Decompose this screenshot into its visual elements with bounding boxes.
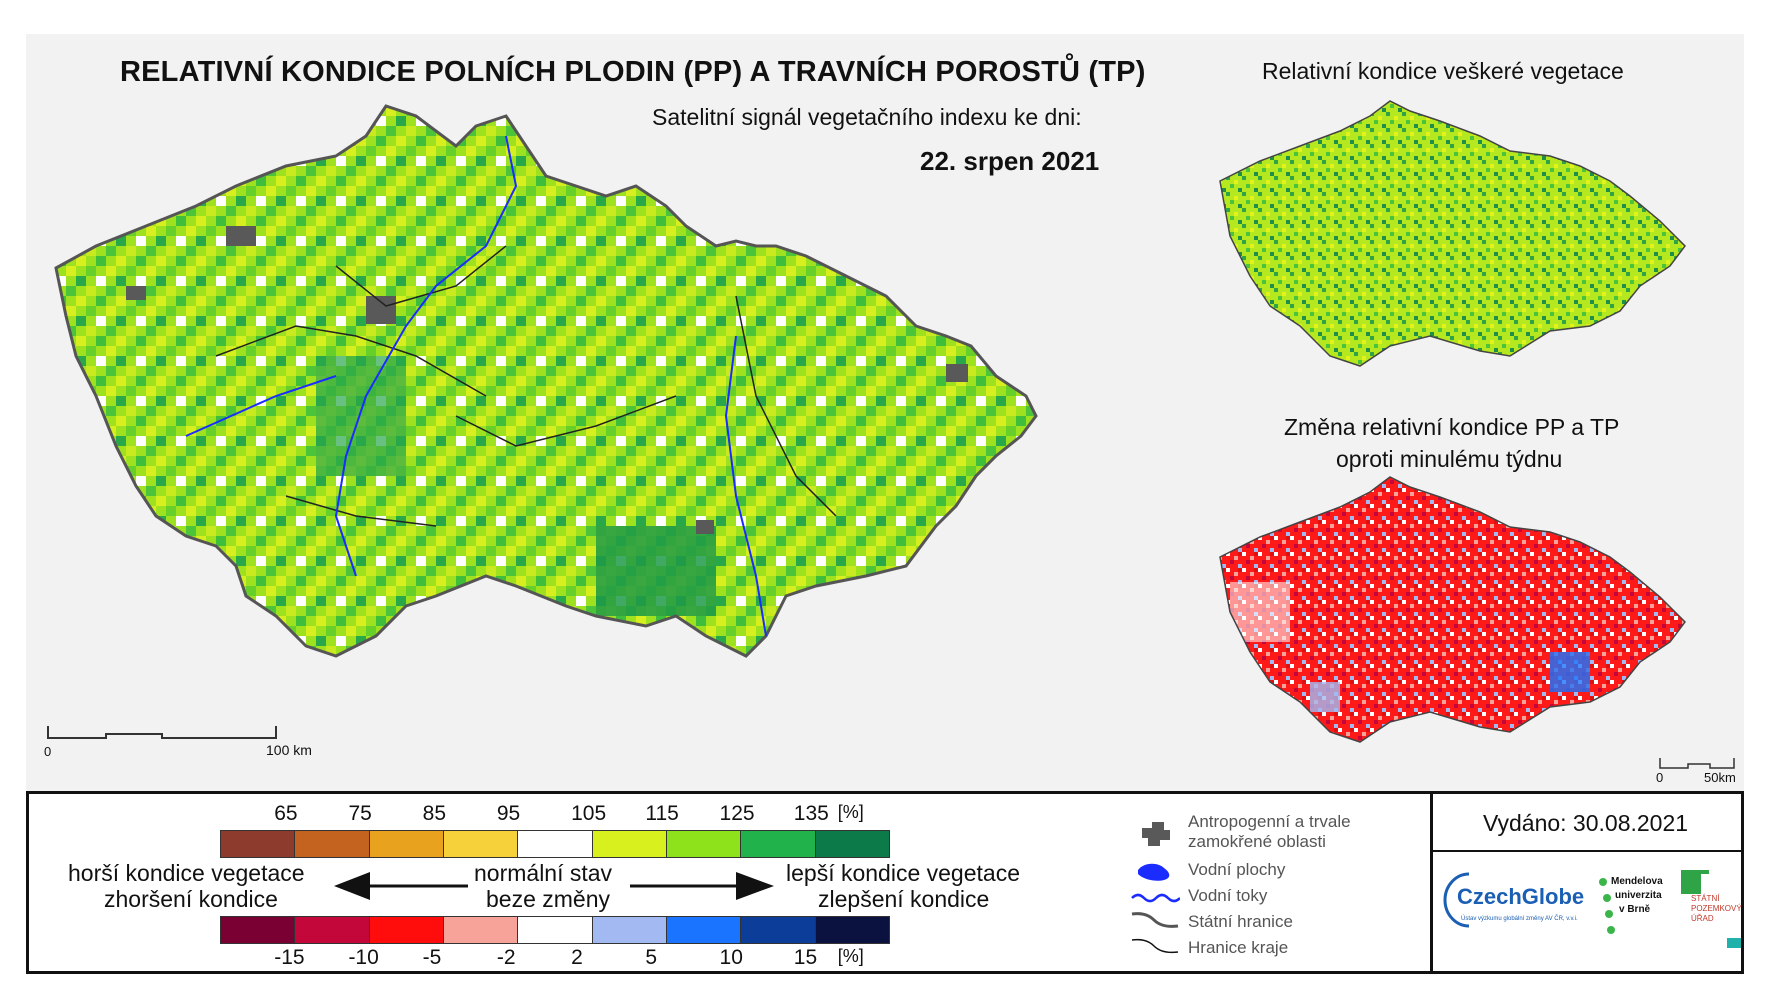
all-vegetation-map: [1219, 100, 1686, 367]
change-scale-segment: [221, 917, 296, 943]
main-title: RELATIVNÍ KONDICE POLNÍCH PLODIN (PP) A …: [120, 56, 1146, 88]
change-scale-segment: [815, 917, 889, 943]
no-change-label: beze změny: [486, 886, 611, 912]
main-condition-map: [54, 104, 1038, 658]
condition-scale-segment: [518, 831, 593, 857]
weekly-change-map: [1219, 476, 1686, 743]
change-scale-tick-label: [%]: [837, 946, 864, 966]
date-label: 22. srpen 2021: [920, 146, 1100, 176]
water-body-icon: [1138, 863, 1170, 881]
change-scale-segment: [369, 917, 444, 943]
spu-line2: POZEMKOVÝ: [1691, 904, 1742, 913]
change-scale-bar: [220, 916, 890, 944]
change-scale-tick-label: -5: [422, 946, 442, 969]
better-condition-label: lepší kondice vegetace: [786, 860, 1020, 886]
mendel-line1: Mendelova: [1611, 876, 1663, 887]
condition-scale-segment: [741, 831, 816, 857]
region-border-icon: [1131, 938, 1179, 954]
issued-date: Vydáno: 30.08.2021: [1483, 810, 1689, 836]
condition-scale-tick-label: 75: [348, 802, 372, 825]
condition-scale-tick-label: 125: [719, 802, 755, 825]
legend-state-border: Státní hranice: [1188, 912, 1293, 931]
change-scale-segment: [518, 917, 593, 943]
czechglobe-logo-icon: [1443, 872, 1470, 928]
change-scale-segment: [295, 917, 370, 943]
change-scale-segment: [443, 917, 519, 943]
condition-scale-tick-label: 135: [793, 802, 829, 825]
legend-rivers: Vodní toky: [1188, 886, 1268, 905]
change-scale-tick-label: 15: [793, 946, 818, 969]
change-scale-segment: [666, 917, 742, 943]
worse-condition-label: horší kondice vegetace: [68, 860, 305, 886]
condition-scale-tick-label: 105: [571, 802, 607, 825]
side-map-2-title-line1: Změna relativní kondice PP a TP: [1284, 414, 1620, 440]
condition-scale-tick-label: 65: [274, 802, 298, 825]
condition-scale-bar: [220, 830, 890, 858]
condition-scale-segment: [443, 831, 519, 857]
spu-line3: ÚŘAD: [1691, 914, 1714, 923]
main-scale-start: 0: [44, 744, 52, 759]
change-scale-tick-label: 2: [571, 946, 583, 969]
mendel-line2: univerzita: [1615, 890, 1662, 901]
issued-box: Vydáno: 30.08.2021 CzechGlobe Ústav výzk…: [1430, 794, 1744, 974]
legend-water: Vodní plochy: [1188, 860, 1286, 879]
issued-divider: [1433, 850, 1744, 852]
mendel-line3: v Brně: [1619, 904, 1651, 915]
change-scale-tick-label: -15: [274, 946, 305, 969]
side-map-2-title-line2: oproti minulému týdnu: [1336, 446, 1563, 472]
legend-urban-line2: zamokřené oblasti: [1188, 832, 1326, 851]
condition-scale-tick-label: 95: [496, 802, 521, 825]
spu-line1: STÁTNÍ: [1691, 894, 1720, 903]
left-arrow-icon: [334, 872, 468, 900]
main-scale-end: 100 km: [266, 742, 312, 758]
side-scale-start: 0: [1656, 770, 1664, 785]
change-scale-segment: [592, 917, 667, 943]
main-scale-bar: [47, 726, 277, 739]
condition-scale-tick-label: 85: [422, 802, 447, 825]
change-scale-tick-label: -2: [496, 946, 516, 969]
change-scale-tick-label: 10: [719, 946, 743, 969]
normal-condition-label: normální stav: [474, 860, 613, 886]
change-scale-segment: [741, 917, 816, 943]
state-border-icon: [1131, 912, 1179, 928]
condition-scale-tick-label: [%]: [837, 802, 864, 822]
condition-scale-segment: [369, 831, 444, 857]
legend-region-border: Hranice kraje: [1188, 938, 1289, 957]
urban-area-icon: [1142, 822, 1170, 846]
change-scale-tick-label: 5: [645, 946, 658, 969]
side-scale-bar: [1659, 758, 1735, 769]
condition-scale-segment: [221, 831, 296, 857]
condition-scale-segment: [295, 831, 370, 857]
condition-scale-tick-label: 115: [645, 802, 679, 825]
better-change-label: zlepšení kondice: [818, 886, 990, 912]
condition-scale-segment: [592, 831, 667, 857]
condition-scale-segment: [815, 831, 889, 857]
right-arrow-icon: [630, 872, 774, 900]
worse-change-label: zhoršení kondice: [104, 886, 278, 912]
czechglobe-logo: CzechGlobe: [1457, 884, 1585, 909]
river-icon: [1131, 893, 1180, 903]
subtitle: Satelitní signál vegetačního indexu ke d…: [652, 104, 1082, 130]
mendel-logo-icon: [1599, 878, 1615, 934]
side-scale-end: 50km: [1704, 770, 1736, 785]
spu-logo-icon: [1681, 870, 1741, 948]
change-scale-tick-label: -10: [348, 946, 379, 969]
side-map-1-title: Relativní kondice veškeré vegetace: [1262, 58, 1624, 84]
czechglobe-subtitle: Ústav výzkumu globální změny AV ČR, v.v.…: [1461, 916, 1578, 922]
legend-urban-line1: Antropogenní a trvale: [1188, 812, 1351, 831]
condition-scale-segment: [666, 831, 742, 857]
